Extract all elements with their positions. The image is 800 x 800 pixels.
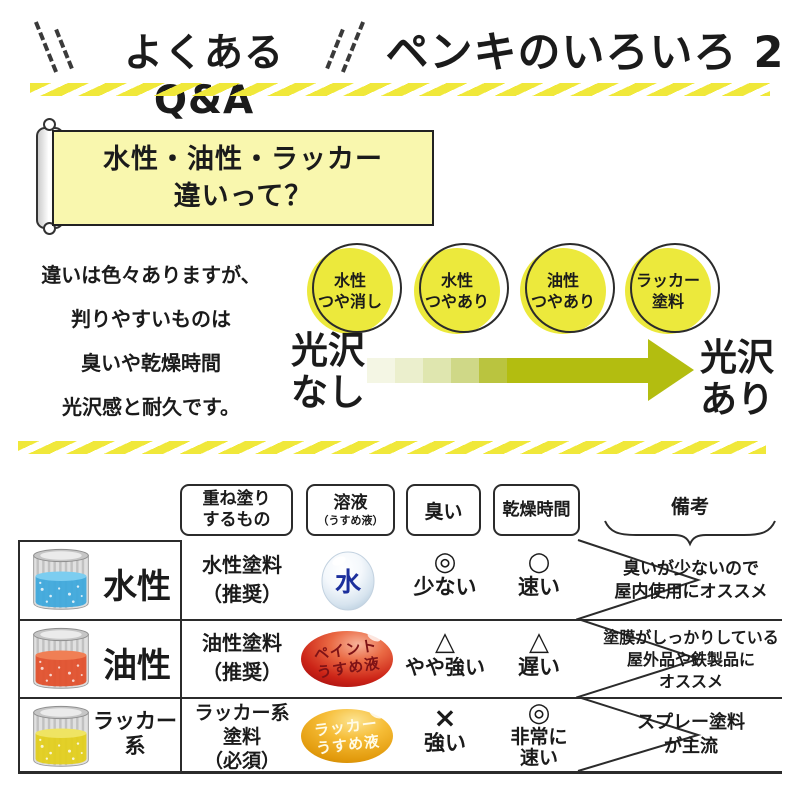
paint-can-icon-lacquer (33, 705, 89, 767)
circle-outline (630, 243, 720, 333)
column-header-dry-time: 乾燥時間 (493, 484, 580, 536)
smell-cell-lacquer: × 強い (424, 701, 466, 755)
remarks-water: 臭いが少ないので 屋内使用にオススメ (614, 559, 768, 602)
row-paint-oil: 油性塗料 （推奨） (202, 631, 282, 684)
remarks-brace-icon (604, 520, 776, 547)
gloss-full-label: 光沢 あり (700, 336, 774, 421)
table-bottom-border (18, 771, 782, 774)
remarks-chevron-separator (576, 539, 702, 772)
smell-mark: ◎ (433, 547, 457, 577)
lacquer-thinner-orb-icon: ラッカー うすめ液 (301, 709, 393, 763)
gloss-circle-water-matte: 水性 つや消し (307, 243, 402, 334)
gloss-gradient-arrow-head (648, 339, 694, 401)
gloss-circle-lacquer: ラッカー 塗料 (625, 243, 720, 334)
column-header-smell: 臭い (406, 484, 481, 536)
intro-line: 光沢感と耐久です。 (62, 395, 240, 419)
question-banner-line2: 違いって？ (173, 181, 313, 212)
page-title: ペンキのいろいろ 2 (385, 28, 785, 78)
intro-line: 違いは色々ありますが、 (41, 263, 261, 287)
gloss-none-label: 光沢 なし (291, 329, 365, 414)
dry-mark: ○ (527, 547, 551, 577)
question-banner-line1: 水性・油性・ラッカー (103, 144, 383, 175)
question-banner: 水性・油性・ラッカー 違いって？ (52, 130, 434, 226)
row-separator-1 (18, 619, 782, 621)
header-badge: よくある Q&A (123, 31, 284, 123)
row-type-oil: 油性 (103, 646, 171, 686)
intro-line: 判りやすいものは (71, 307, 231, 331)
paint-thinner-orb-icon: ペイント うすめ液 (301, 631, 393, 687)
circle-outline (525, 243, 615, 333)
gloss-gradient-arrow-body (367, 358, 649, 383)
row-separator-2 (18, 697, 782, 699)
water-drop-icon: 水 (321, 551, 375, 611)
row-paint-water: 水性塗料 （推奨） (202, 553, 282, 606)
dry-mark: ◎ (527, 698, 551, 728)
scroll-roll-top-nub (43, 118, 56, 131)
column-header-recoat: 重ね塗り するもの (180, 484, 293, 536)
smell-cell-oil: △ やや強い (405, 627, 485, 679)
row-paint-lacquer: ラッカー系 塗料 （必須） (194, 702, 290, 772)
dry-cell-oil: △ 遅い (518, 627, 560, 679)
gloss-circle-water-glossy: 水性 つやあり (414, 243, 509, 334)
row-type-lacquer: ラッカー 系 (93, 709, 177, 758)
remarks-lacquer: スプレー塗料 が主流 (637, 712, 745, 757)
circle-outline (419, 243, 509, 333)
intro-text: 違いは色々ありますが、 判りやすいものは 臭いや乾燥時間 光沢感と耐久です。 (16, 253, 286, 429)
column-header-solvent: 溶液 （うすめ液） (306, 484, 395, 536)
column-header-remarks: 備考 (670, 496, 709, 518)
paint-can-icon-water (33, 548, 89, 610)
intro-line: 臭いや乾燥時間 (81, 351, 221, 375)
smell-mark: × (433, 701, 457, 734)
dry-cell-lacquer: ◎ 非常に 速い (510, 698, 568, 770)
slash-decoration-right-outer (341, 21, 365, 73)
row-type-water: 水性 (103, 567, 171, 607)
water-drop-label: 水 (335, 568, 362, 598)
dry-cell-water: ○ 速い (518, 547, 560, 599)
stripe-divider-top (30, 83, 770, 96)
stripe-divider-middle (18, 441, 766, 454)
circle-outline (312, 243, 402, 333)
smell-cell-water: ◎ 少ない (413, 547, 477, 599)
remarks-oil: 塗膜がしっかりしている 屋外品や鉄製品に オススメ (603, 628, 779, 691)
dry-mark: △ (529, 627, 549, 657)
gloss-circle-oil-glossy: 油性 つやあり (520, 243, 615, 334)
smell-mark: △ (435, 627, 455, 657)
paint-can-icon-oil (33, 627, 89, 689)
